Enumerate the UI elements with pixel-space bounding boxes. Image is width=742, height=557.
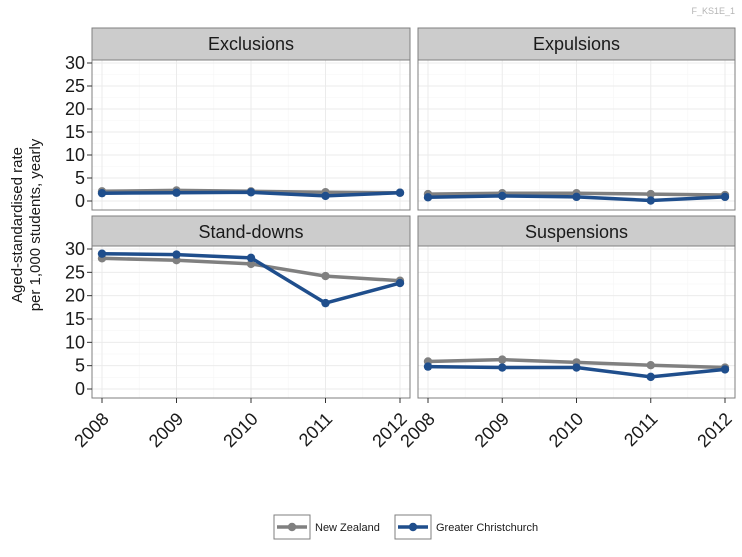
x-tick-label: 2011 [295, 409, 337, 451]
strip-label-suspensions: Suspensions [525, 222, 628, 242]
legend-label-new-zealand: New Zealand [315, 522, 380, 534]
point-new-zealand-2009 [498, 355, 507, 364]
y-tick-label: 30 [65, 239, 85, 259]
y-tick-label: 5 [75, 356, 85, 376]
x-tick-label: 2010 [219, 409, 261, 451]
y-tick-label: 30 [65, 53, 85, 73]
y-axis-label-line-2: per 1,000 students, yearly [27, 138, 44, 311]
point-greater-christchurch-2012 [720, 365, 730, 374]
y-tick-label: 5 [75, 168, 85, 188]
y-tick-label: 0 [75, 191, 85, 211]
point-greater-christchurch-2010 [572, 192, 581, 202]
y-tick-label: 15 [65, 309, 85, 329]
y-tick-label: 25 [65, 262, 85, 282]
point-greater-christchurch-2008 [97, 249, 107, 258]
figure-code: F_KS1E_1 [691, 6, 735, 16]
point-greater-christchurch-2011 [646, 372, 655, 382]
strip-expulsions [417, 27, 736, 61]
strip-stand-downs [91, 215, 411, 247]
point-greater-christchurch-2008 [97, 188, 107, 198]
point-greater-christchurch-2008 [423, 193, 433, 202]
strip-exclusions [91, 27, 411, 61]
legend: New Zealand Greater Christchurch [273, 514, 538, 540]
x-tick-label: 2011 [620, 409, 662, 451]
point-greater-christchurch-2010 [572, 363, 581, 372]
facet-panels: Exclusions 0 5 10 15 20 25 30 Expulsions Stand-do… [65, 27, 736, 399]
x-tick-label: 2012 [693, 409, 735, 451]
point-new-zealand-2011 [321, 271, 330, 281]
point-greater-christchurch-2008 [423, 362, 433, 371]
y-tick-label: 0 [75, 379, 85, 399]
x-tick-label: 2009 [145, 409, 187, 451]
x-tick-label: 2010 [545, 409, 587, 451]
point-greater-christchurch-2010 [246, 253, 256, 263]
strip-label-exclusions: Exclusions [208, 34, 294, 54]
point-greater-christchurch-2009 [172, 188, 181, 197]
y-tick-label: 20 [65, 286, 85, 306]
point-new-zealand-2011 [646, 361, 655, 370]
point-greater-christchurch-2011 [321, 298, 330, 308]
point-greater-christchurch-2012 [395, 278, 405, 288]
strip-label-expulsions: Expulsions [533, 34, 620, 54]
panel-expulsions: Expulsions [417, 27, 736, 211]
point-greater-christchurch-2009 [498, 363, 507, 372]
point-new-zealand-2010 [246, 259, 256, 269]
legend-point-new-zealand [287, 522, 297, 532]
point-greater-christchurch-2011 [321, 191, 330, 201]
legend-point-greater-christchurch [408, 522, 418, 532]
y-tick-label: 10 [65, 332, 85, 352]
strip-suspensions [417, 215, 736, 247]
point-greater-christchurch-2012 [720, 192, 730, 202]
point-greater-christchurch-2012 [395, 188, 405, 197]
y-axis-label-line-1: Aged-standardised rate [9, 147, 26, 303]
x-tick-label: 2009 [471, 409, 513, 451]
point-greater-christchurch-2009 [172, 250, 181, 259]
point-greater-christchurch-2011 [646, 196, 655, 205]
strip-label-stand-downs: Stand-downs [198, 222, 303, 242]
legend-label-greater-christchurch: Greater Christchurch [436, 522, 538, 534]
panel-suspensions: Suspensions [417, 215, 736, 399]
point-new-zealand-2011 [646, 189, 655, 199]
y-tick-label: 10 [65, 145, 85, 165]
panel-stand-downs: Stand-downs 0 5 10 15 20 25 30 [65, 215, 411, 399]
point-greater-christchurch-2010 [246, 188, 256, 197]
x-tick-label: 2008 [70, 409, 112, 451]
panel-exclusions: Exclusions 0 5 10 15 20 25 30 [65, 27, 411, 211]
y-tick-label: 15 [65, 122, 85, 142]
y-tick-label: 20 [65, 99, 85, 119]
y-tick-label: 25 [65, 76, 85, 96]
point-greater-christchurch-2009 [498, 191, 507, 201]
